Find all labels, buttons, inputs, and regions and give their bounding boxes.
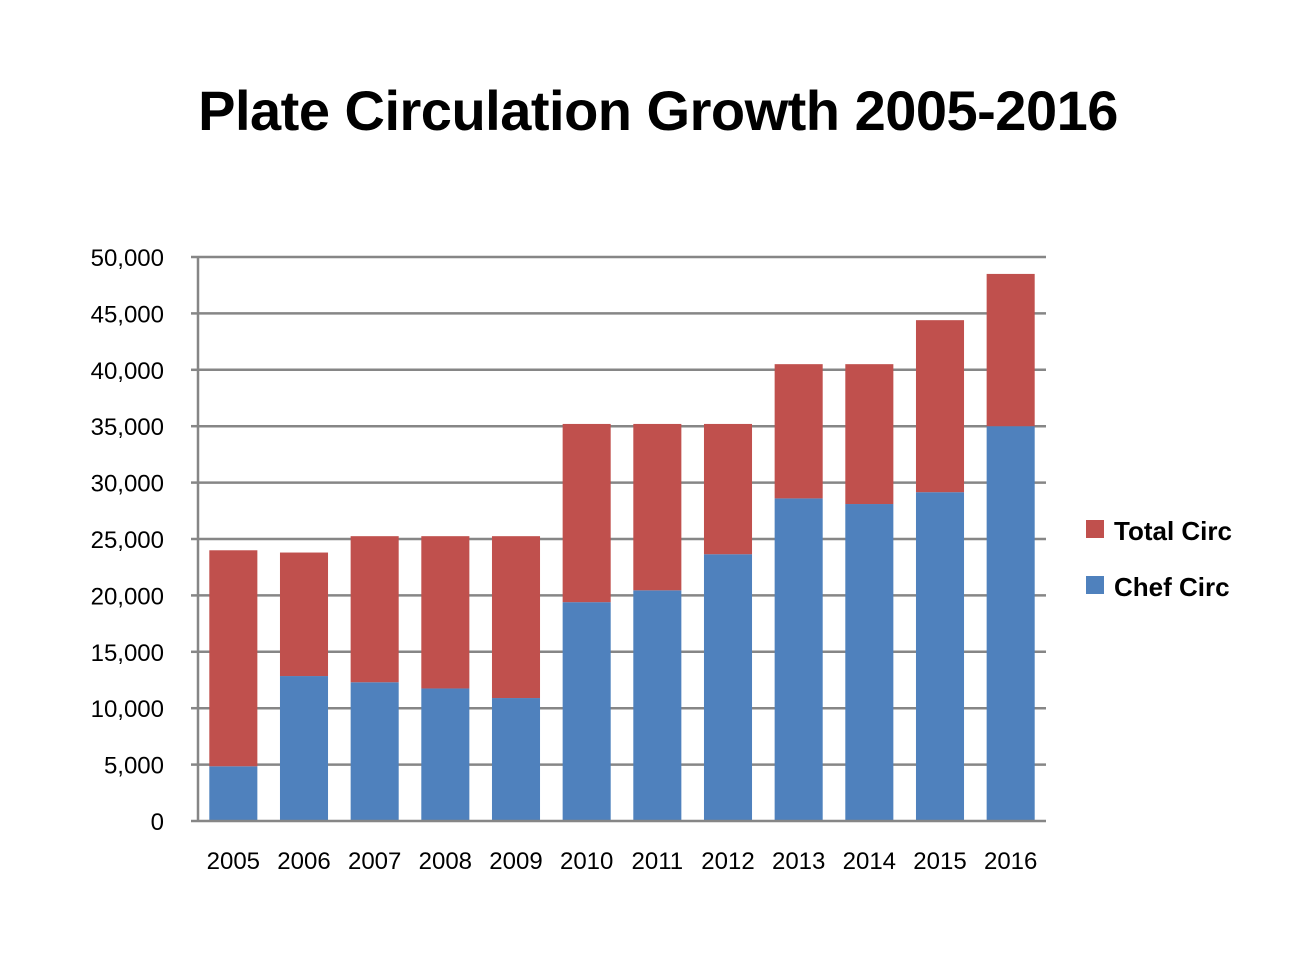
bar-chef-circ <box>209 766 258 821</box>
bar-total-circ <box>986 273 1035 427</box>
x-tick-label: 2011 <box>632 848 684 875</box>
x-tick-label: 2007 <box>348 848 401 875</box>
y-tick-label: 30,000 <box>91 471 164 498</box>
bar-total-circ <box>350 536 399 683</box>
y-tick-labels: 0 5,000 10,000 15,000 20,000 25,000 30,000 35,0… <box>91 245 164 836</box>
bar-total-circ <box>562 423 611 603</box>
bar-total-circ <box>279 552 329 677</box>
x-tick-label: 2015 <box>913 848 966 875</box>
legend-label: Total Circ <box>1114 516 1232 546</box>
bar-chef-circ <box>421 688 470 821</box>
x-tick-label: 2012 <box>701 848 754 875</box>
x-tick-labels: 2005 2006 2007 2008 2009 2010 2011 2012 2013 2014… <box>207 848 1038 875</box>
bar-chef-circ <box>915 492 965 821</box>
legend-swatch <box>1086 576 1104 594</box>
bar-total-circ <box>845 364 894 505</box>
bar-chef-circ <box>703 554 753 821</box>
bar-chef-circ <box>350 682 399 821</box>
bar-total-circ <box>774 364 823 499</box>
x-tick-label: 2010 <box>560 848 613 875</box>
y-tick-label: 40,000 <box>91 358 164 385</box>
bar-total-circ <box>703 423 753 555</box>
y-tick-label: 50,000 <box>91 245 164 272</box>
x-tick-label: 2014 <box>843 848 896 875</box>
x-tick-label: 2016 <box>984 848 1037 875</box>
y-tick-label: 25,000 <box>91 527 164 554</box>
y-tick-label: 0 <box>151 809 164 836</box>
legend: Total Circ Chef Circ <box>1086 516 1232 602</box>
bar-chef-circ <box>279 676 329 821</box>
y-tick-label: 15,000 <box>91 640 164 667</box>
x-tick-label: 2008 <box>419 848 472 875</box>
bar-chef-circ <box>986 426 1035 821</box>
y-tick-label: 5,000 <box>104 753 164 780</box>
x-tick-label: 2013 <box>772 848 825 875</box>
y-tick-label: 10,000 <box>91 696 164 723</box>
x-tick-label: 2006 <box>277 848 330 875</box>
axes <box>191 255 1046 823</box>
y-tick-label: 20,000 <box>91 583 164 610</box>
gridlines <box>198 255 1046 766</box>
bar-chef-circ <box>491 698 541 821</box>
legend-label: Chef Circ <box>1114 572 1230 602</box>
bar-chef-circ <box>774 498 823 821</box>
bar-total-circ <box>491 536 541 699</box>
bar-total-circ <box>209 550 258 767</box>
chart-title: Plate Circulation Growth 2005-2016 <box>198 79 1118 142</box>
bar-chef-circ <box>845 504 894 821</box>
bar-chef-circ <box>562 602 611 821</box>
bar-total-circ <box>421 536 470 689</box>
legend-swatch <box>1086 520 1104 538</box>
y-tick-label: 35,000 <box>91 414 164 441</box>
bar-chef-circ <box>633 590 682 821</box>
bar-total-circ <box>915 320 965 493</box>
x-tick-label: 2009 <box>489 848 542 875</box>
y-tick-label: 45,000 <box>91 301 164 328</box>
x-tick-label: 2005 <box>207 848 260 875</box>
bar-total-circ <box>633 423 682 591</box>
bars <box>209 273 1035 821</box>
